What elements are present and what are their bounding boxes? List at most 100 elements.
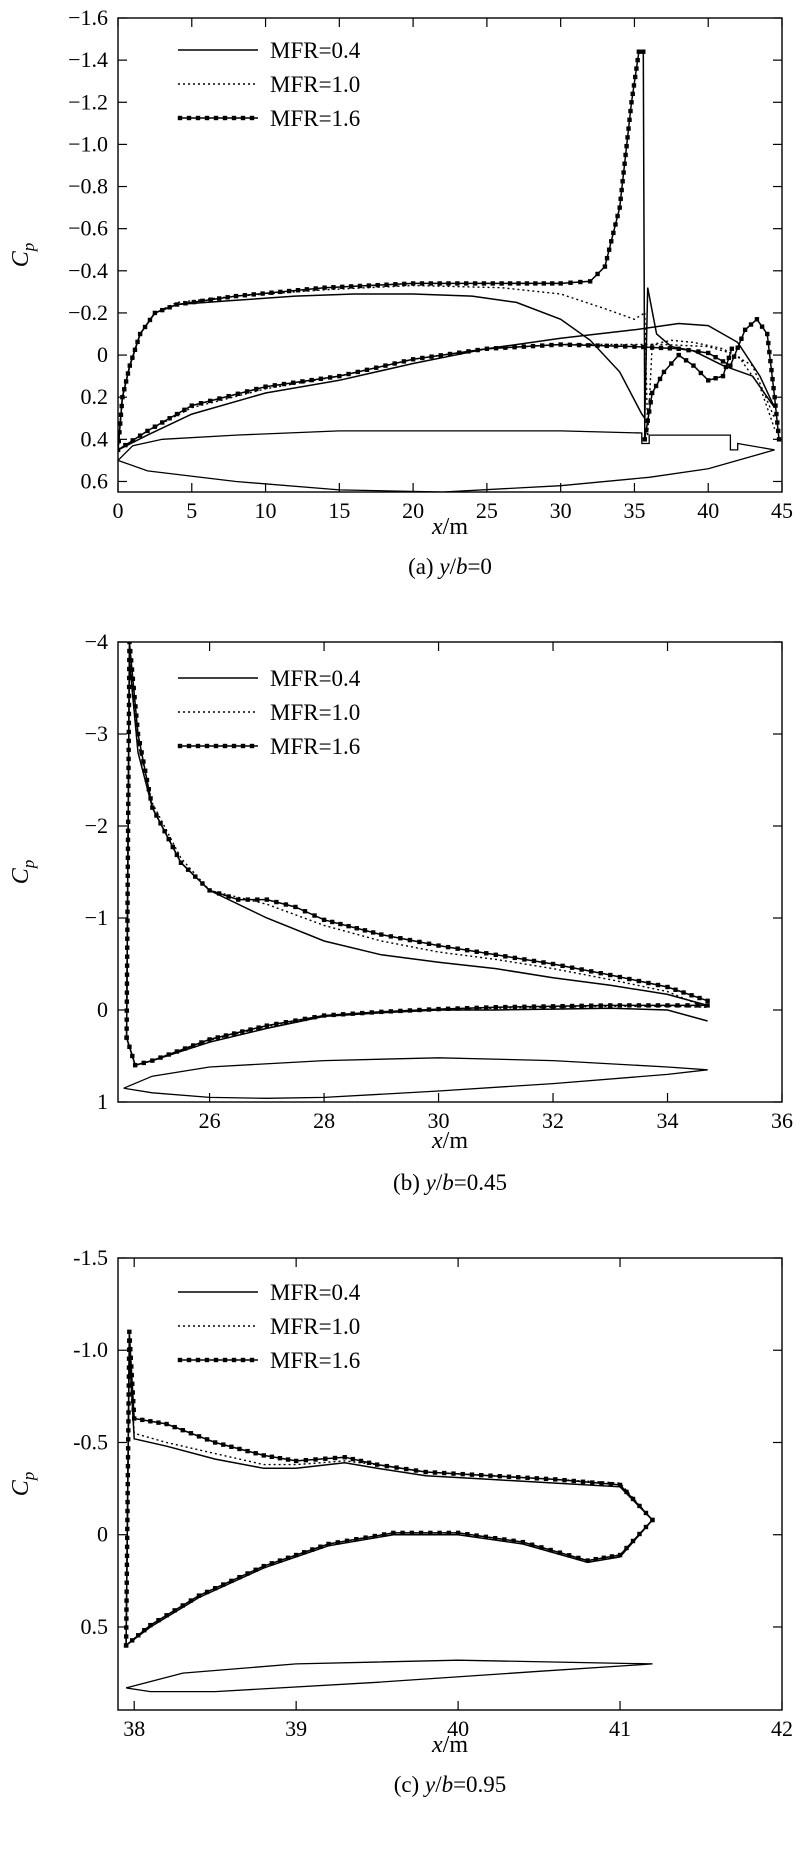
series-marker	[274, 899, 279, 905]
series-marker	[543, 1476, 549, 1482]
series-marker	[154, 813, 159, 818]
series-line-upper	[125, 1350, 653, 1646]
series-marker	[391, 1530, 396, 1536]
x-tick-label: 26	[199, 1108, 221, 1133]
series-marker	[125, 1526, 130, 1532]
series-marker	[742, 327, 748, 332]
series-marker	[142, 324, 148, 330]
series-marker	[550, 1004, 556, 1009]
series-marker	[278, 289, 283, 295]
series-marker	[436, 943, 441, 948]
series-marker	[118, 430, 122, 435]
series-marker	[661, 369, 667, 375]
series-marker	[180, 1603, 185, 1608]
series-marker	[160, 420, 165, 425]
series-marker	[124, 1607, 129, 1612]
series-marker	[119, 403, 124, 409]
series-marker	[150, 1058, 155, 1063]
series-marker	[428, 1530, 433, 1536]
series-marker	[363, 1535, 368, 1540]
series-marker	[204, 1437, 210, 1442]
series-marker	[531, 958, 537, 964]
series-marker	[632, 74, 638, 80]
series-marker	[125, 846, 131, 851]
plot-frame	[117, 17, 783, 493]
series-marker	[245, 1448, 250, 1454]
series-marker	[618, 196, 623, 202]
series-marker	[649, 390, 655, 396]
series-marker	[608, 1003, 613, 1008]
series-marker	[653, 383, 659, 389]
series-marker	[484, 1005, 489, 1010]
series-marker	[580, 1479, 586, 1484]
y-tick-label: −0.6	[68, 216, 108, 241]
series-marker	[321, 917, 327, 923]
series-marker	[598, 971, 603, 976]
series-marker	[135, 731, 141, 737]
series-marker	[388, 1009, 394, 1014]
series-marker	[193, 874, 198, 879]
y-tick-label: 0	[97, 997, 108, 1022]
series-marker	[126, 792, 131, 798]
series-marker	[623, 344, 628, 349]
series-marker	[124, 1616, 129, 1621]
series-marker	[398, 1008, 403, 1014]
series-marker	[775, 428, 781, 434]
series-marker	[576, 342, 582, 348]
series-marker	[464, 1005, 470, 1011]
x-tick-label: 25	[476, 498, 498, 523]
series-marker	[123, 442, 128, 448]
series-marker	[636, 1003, 642, 1008]
series-marker	[774, 411, 779, 417]
series-marker	[253, 1451, 258, 1456]
series-marker	[263, 384, 268, 389]
series-marker	[689, 993, 694, 998]
series-marker	[323, 1456, 328, 1461]
series-marker	[643, 1524, 649, 1530]
series-marker	[493, 1005, 498, 1010]
series-marker	[125, 819, 131, 825]
series-line-lower	[125, 1007, 708, 1067]
series-marker	[429, 354, 434, 359]
series-marker	[178, 860, 184, 865]
x-tick-label: 39	[285, 1716, 307, 1741]
series-marker	[126, 810, 131, 816]
series-marker	[312, 1015, 317, 1020]
series-marker	[413, 1468, 419, 1473]
series-marker	[293, 1458, 299, 1464]
series-marker	[636, 978, 642, 984]
series-marker	[244, 389, 250, 394]
figure-caption: (b) y/b=0.45	[393, 1170, 507, 1195]
series-marker	[215, 1035, 220, 1040]
series-marker	[392, 361, 397, 366]
series-marker	[445, 1006, 451, 1011]
series-marker	[144, 777, 150, 783]
y-tick-label: 0.6	[81, 468, 109, 493]
series-marker	[379, 1009, 384, 1015]
series-marker	[631, 83, 637, 88]
series-marker	[313, 286, 318, 291]
series-marker	[338, 921, 343, 927]
series-marker	[648, 400, 653, 405]
series-marker	[625, 135, 630, 140]
series-marker	[560, 1003, 565, 1009]
airfoil-upper	[125, 1659, 653, 1689]
series-marker	[344, 1538, 350, 1543]
series-marker	[364, 367, 370, 373]
series-marker	[617, 1552, 623, 1558]
series-marker	[322, 285, 327, 290]
legend-marker	[222, 115, 228, 121]
series-marker	[189, 403, 194, 408]
series-marker	[384, 1463, 390, 1469]
legend-marker	[213, 1357, 219, 1363]
series-marker	[771, 385, 776, 391]
legend-label: MFR=1.6	[270, 734, 360, 759]
series-line-lower	[118, 343, 776, 451]
series-marker	[637, 1531, 642, 1537]
series-marker	[609, 239, 614, 244]
series-marker	[348, 284, 354, 289]
series-mfr-1-6	[118, 49, 782, 453]
series-marker	[212, 1440, 218, 1445]
chart-panel-a: 0 5 10 15 20 25 30 35 40 45 −1.6 −1.4 −1.2 −1.0 −0.8 −0…	[0, 0, 800, 620]
series-marker	[465, 1532, 470, 1537]
